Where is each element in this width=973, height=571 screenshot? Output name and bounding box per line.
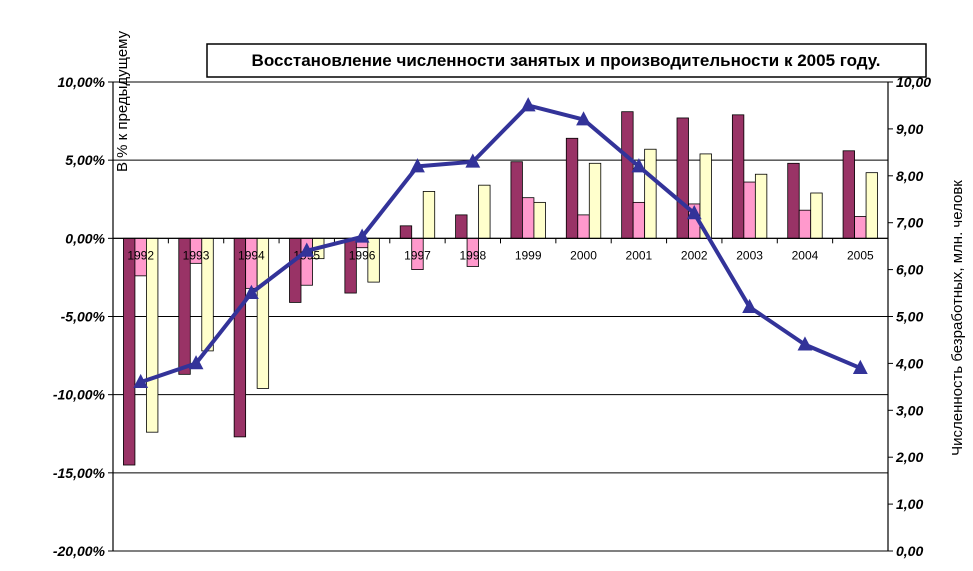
line-point xyxy=(686,205,702,220)
line-point xyxy=(852,359,868,374)
bar xyxy=(842,150,855,239)
chart-title-box: Восстановление численности занятых и про… xyxy=(206,43,927,78)
bar xyxy=(245,237,258,289)
chart-title: Восстановление численности занятых и про… xyxy=(252,51,881,70)
left-tick-label: 5,00% xyxy=(65,152,105,168)
bar xyxy=(731,114,745,239)
bar xyxy=(810,192,823,239)
line-point xyxy=(133,373,149,389)
category-label: 1996 xyxy=(349,248,376,262)
line-point xyxy=(576,111,591,126)
bar xyxy=(344,237,357,294)
bar xyxy=(632,201,646,239)
bars xyxy=(123,111,878,466)
left-tick-label: 0,00% xyxy=(65,230,105,246)
category-label: 2003 xyxy=(736,248,763,262)
bar xyxy=(565,137,579,239)
bar xyxy=(743,181,756,239)
line-point xyxy=(797,336,813,351)
line-point xyxy=(465,153,481,168)
category-label: 2005 xyxy=(847,248,874,262)
bar xyxy=(854,216,867,239)
bar xyxy=(510,161,523,239)
bar xyxy=(455,214,468,239)
right-tick-label: 1,00 xyxy=(896,496,923,512)
line-point xyxy=(354,228,370,243)
category-label: 1999 xyxy=(515,248,542,262)
line-point xyxy=(631,158,647,173)
line-point xyxy=(742,298,758,314)
left-tick-label: -15,00% xyxy=(53,465,106,481)
bar xyxy=(399,225,413,239)
category-label: 2002 xyxy=(681,248,708,262)
left-tick-label: -5,00% xyxy=(61,309,106,325)
right-tick-label: 5,00 xyxy=(896,309,923,325)
bar xyxy=(787,162,800,239)
bar xyxy=(644,148,657,239)
category-label: 1997 xyxy=(404,248,431,262)
bar xyxy=(123,237,136,466)
category-label: 1998 xyxy=(459,248,486,262)
right-axis-title: Численность безработных, млн. человк xyxy=(949,180,966,456)
grid-lines xyxy=(113,81,888,552)
right-tick-label: 0,00 xyxy=(896,543,923,559)
left-axis-title: В % к предыдущему xyxy=(114,30,131,172)
line-point xyxy=(243,284,259,299)
line-point xyxy=(188,355,204,370)
bar xyxy=(865,172,878,239)
axes xyxy=(108,81,893,552)
category-label: 2001 xyxy=(626,248,653,262)
right-tick-label: 6,00 xyxy=(896,262,923,278)
right-tick-label: 7,00 xyxy=(896,215,923,231)
line-point xyxy=(520,97,536,112)
line-series xyxy=(140,103,862,385)
right-tick-label: 4,00 xyxy=(895,355,923,371)
line-point xyxy=(299,242,315,257)
bar xyxy=(146,237,159,433)
bar xyxy=(798,209,812,239)
category-label: 1993 xyxy=(183,248,210,262)
left-tick-label: 10,00% xyxy=(58,74,106,90)
line-point xyxy=(410,158,425,173)
bar xyxy=(676,117,689,239)
bar xyxy=(754,173,768,239)
bar xyxy=(588,162,602,239)
bar xyxy=(533,201,546,239)
right-tick-label: 9,00 xyxy=(896,121,923,137)
bar xyxy=(478,184,491,239)
left-tick-label: -20,00% xyxy=(53,543,106,559)
category-label: 2004 xyxy=(792,248,819,262)
bar xyxy=(577,214,590,239)
bar xyxy=(233,237,247,438)
category-label: 2000 xyxy=(570,248,597,262)
unemployment-line xyxy=(133,97,868,389)
category-label: 1994 xyxy=(238,248,265,262)
right-tick-label: 2,00 xyxy=(895,449,923,465)
bar xyxy=(422,191,436,239)
category-label: 1992 xyxy=(127,248,154,262)
bar xyxy=(522,197,535,239)
tick-labels: 10,00% 5,00% 0,00% -5,00% -10,00% -15,00% -20,… xyxy=(53,74,931,559)
left-tick-label: -10,00% xyxy=(53,387,106,403)
right-tick-label: 8,00 xyxy=(896,168,923,184)
right-tick-label: 3,00 xyxy=(896,402,923,418)
bar xyxy=(621,111,634,239)
right-tick-label: 10,00 xyxy=(896,74,931,90)
